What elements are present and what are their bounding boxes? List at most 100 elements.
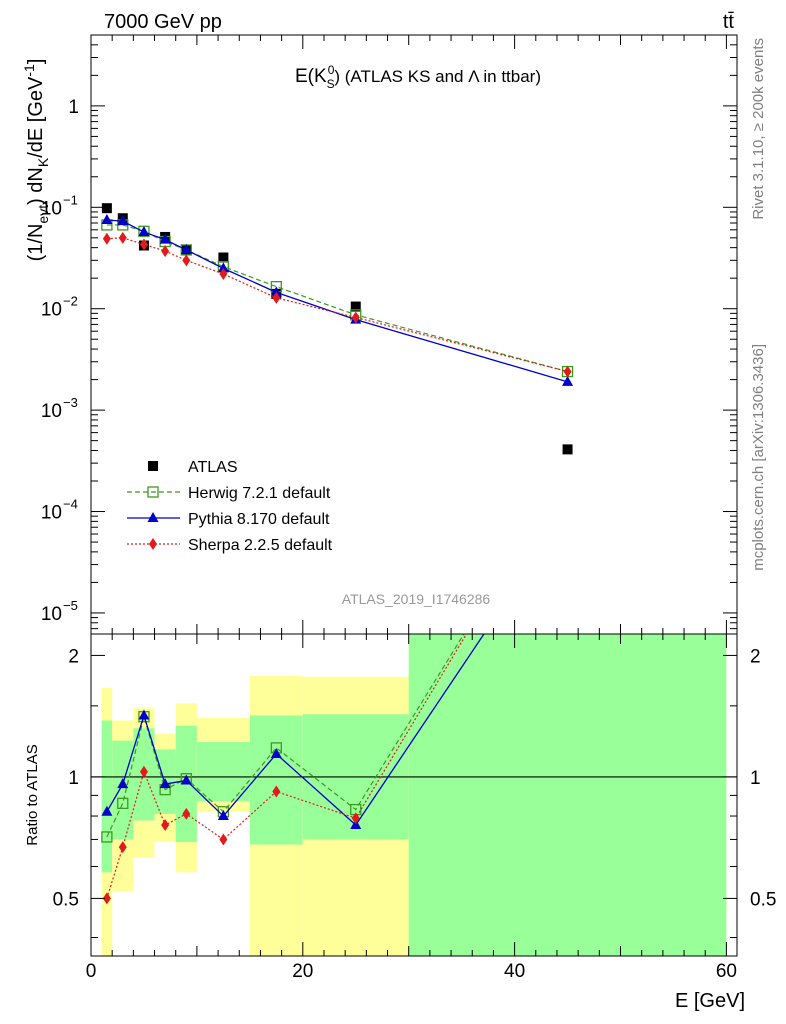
series-line-sherpa xyxy=(106,237,568,373)
data-point-atlas xyxy=(101,203,112,214)
rivet-label: Rivet 3.1.10, ≥ 200k events xyxy=(750,38,767,220)
title-sub: S xyxy=(327,77,335,91)
ratio-bands-layer xyxy=(91,634,737,956)
legend-label-herwig: Herwig 7.2.1 default xyxy=(188,485,331,502)
main-y-tick-exponent: −3 xyxy=(63,395,78,410)
ylabel-c: /dE [GeV xyxy=(25,76,47,158)
title-post: ) (ATLAS KS and Λ in ttbar) xyxy=(334,67,541,86)
ratio-point-pythia xyxy=(117,778,129,789)
main-y-tick-exponent: −5 xyxy=(63,598,78,613)
data-point-pythia xyxy=(270,286,282,297)
ratio-point-sherpa xyxy=(182,807,191,820)
data-point-sherpa xyxy=(161,245,170,258)
ratio-y-tick-label: 2 xyxy=(68,646,79,667)
data-point-sherpa xyxy=(563,365,572,378)
ratio-y-tick-label: 1 xyxy=(68,768,79,789)
ratio-point-sherpa xyxy=(351,812,360,825)
legend-marker-herwig xyxy=(147,486,159,498)
ratio-point-herwig xyxy=(117,797,129,810)
ratio-series-layer xyxy=(101,634,485,905)
x-tick-label: 40 xyxy=(504,961,525,982)
ratio-y-tick-label-right: 1 xyxy=(750,768,761,789)
title-sup: 0 xyxy=(328,63,335,77)
legend-label-atlas: ATLAS xyxy=(188,459,238,476)
data-point-atlas xyxy=(562,444,573,455)
title-pre: E(K xyxy=(295,66,327,87)
uncertainty-band-green xyxy=(196,742,250,802)
ratio-point-pythia xyxy=(159,778,171,789)
data-point-atlas xyxy=(218,252,229,263)
ratio-point-sherpa xyxy=(118,841,127,854)
ratio-point-sherpa xyxy=(272,785,281,798)
ratio-frame xyxy=(90,633,738,957)
ratio-point-pythia xyxy=(138,709,150,720)
ratio-point-pythia xyxy=(101,805,113,816)
x-tick-label: 60 xyxy=(716,961,737,982)
main-series-layer xyxy=(101,203,574,455)
uncertainty-band-green xyxy=(112,740,134,840)
data-point-pythia xyxy=(217,262,229,273)
data-point-sherpa xyxy=(272,291,281,304)
ylabel-b-sub: K xyxy=(35,157,51,167)
data-point-pythia xyxy=(159,233,171,244)
x-axis-label: E [GeV] xyxy=(675,990,745,1012)
data-point-atlas xyxy=(350,301,361,312)
main-title: E(KS0) (ATLAS KS and Λ in ttbar) xyxy=(295,63,541,91)
series-line-pythia xyxy=(106,219,568,383)
ylabel-c-sup: -1 xyxy=(21,64,37,77)
ylabel-d: ] xyxy=(25,59,47,65)
data-point-sherpa xyxy=(182,254,191,267)
series-line-herwig xyxy=(106,224,568,373)
legend-marker-pythia xyxy=(147,512,159,522)
watermark: ATLAS_2019_I1746286 xyxy=(342,591,491,607)
data-point-pythia xyxy=(180,243,192,254)
header-left: 7000 GeV pp xyxy=(104,11,222,33)
data-point-sherpa xyxy=(139,238,148,251)
main-y-tick-exponent: −2 xyxy=(63,294,78,309)
data-point-pythia xyxy=(562,375,574,386)
ratio-panel: 0.5 0.51 12 20 20 40 60 Ratio to ATLAS E [GeV] xyxy=(24,633,776,1012)
ylabel-a: (1/N xyxy=(25,224,47,262)
uncertainty-band-green xyxy=(249,715,303,845)
ylabel-b: ) dN xyxy=(25,167,47,205)
ratio-point-herwig xyxy=(101,831,113,843)
data-point-sherpa xyxy=(351,311,360,324)
x-tick-label: 0 xyxy=(86,961,97,982)
ratio-point-sherpa xyxy=(219,833,228,846)
uncertainty-band-green xyxy=(101,720,113,873)
legend-label-sherpa: Sherpa 2.2.5 default xyxy=(188,537,333,554)
ratio-axis-ticks: 0.5 0.51 12 20 20 40 60 xyxy=(53,634,776,982)
ratio-point-sherpa xyxy=(102,892,111,905)
ratio-point-sherpa xyxy=(139,765,148,778)
main-y-label: (1/Nevt) dNK/dE [GeV-1] xyxy=(21,59,51,262)
data-point-sherpa xyxy=(102,232,111,245)
main-y-tick-label: 10 xyxy=(41,300,62,321)
ylabel-a-sub: evt xyxy=(35,205,51,224)
legend: ATLAS Herwig 7.2.1 default Pythia 8.170 de… xyxy=(127,459,333,554)
data-point-sherpa xyxy=(219,267,228,280)
legend-marker-atlas xyxy=(148,461,158,471)
legend-label-pythia: Pythia 8.170 default xyxy=(188,511,330,528)
main-y-tick-label: 10 xyxy=(41,604,62,625)
main-y-tick-label: 10 xyxy=(41,198,62,219)
main-y-ticks: 110−110−210−310−410−5 xyxy=(41,34,737,634)
data-point-pythia xyxy=(101,213,113,224)
data-point-pythia xyxy=(138,226,150,237)
ratio-point-pythia xyxy=(270,747,282,758)
main-panel: 110−110−210−310−410−5 E(KS0) (ATLAS KS a… xyxy=(21,34,738,635)
data-point-sherpa xyxy=(118,231,127,244)
ratio-y-label: Ratio to ATLAS xyxy=(24,744,41,845)
ratio-y-tick-label: 0.5 xyxy=(53,889,79,910)
ratio-y-tick-label-right: 2 xyxy=(750,646,761,667)
main-y-tick-label: 1 xyxy=(68,97,79,118)
data-point-pythia xyxy=(117,215,129,226)
ratio-point-pythia xyxy=(180,774,192,785)
x-tick-label: 20 xyxy=(292,961,313,982)
mcplots-label: mcplots.cern.ch [arXiv:1306.3436] xyxy=(750,344,767,571)
ratio-y-tick-label-right: 0.5 xyxy=(750,889,776,910)
main-y-tick-exponent: −1 xyxy=(63,192,78,207)
ratio-point-sherpa xyxy=(161,819,170,832)
uncertainty-band-green xyxy=(408,634,727,956)
main-y-tick-label: 10 xyxy=(41,503,62,524)
